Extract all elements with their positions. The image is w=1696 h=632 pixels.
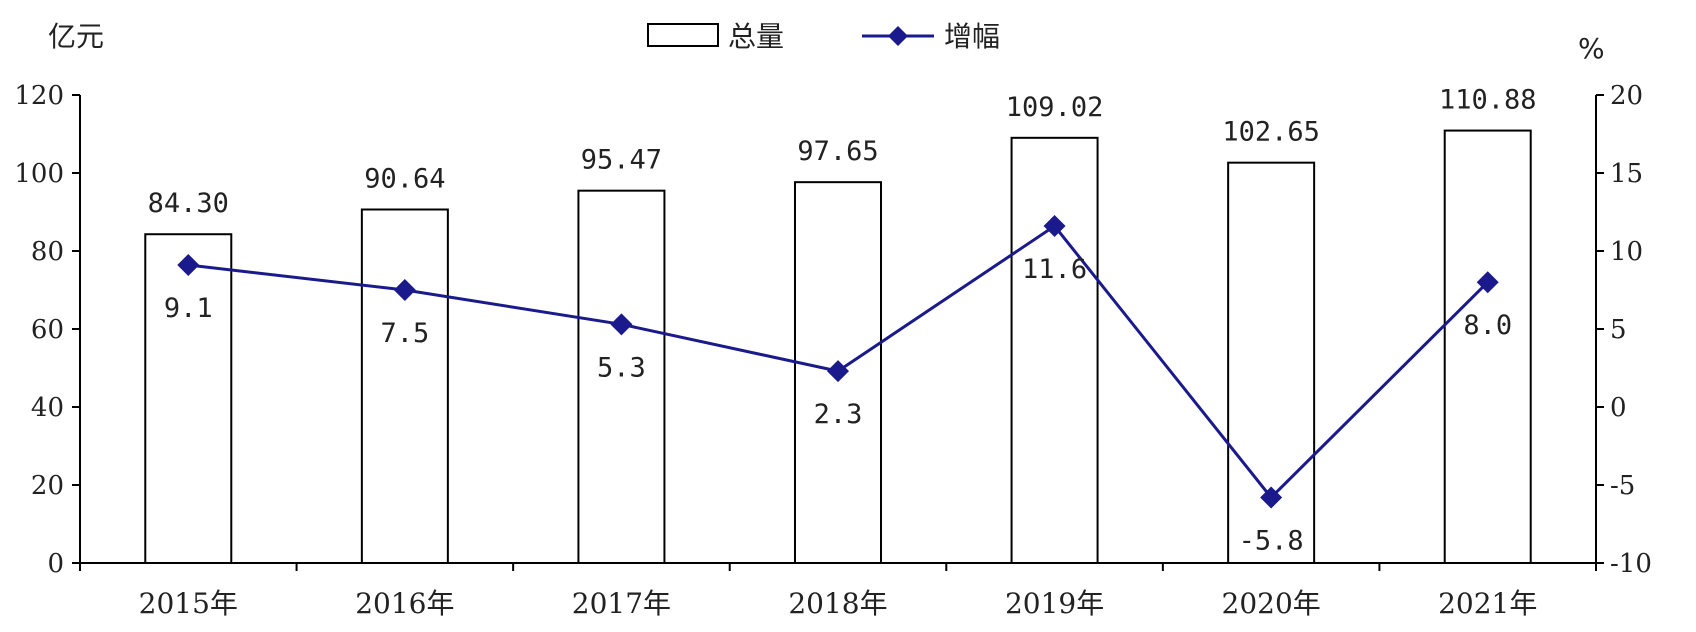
line-value-label: 2.3 bbox=[814, 399, 863, 430]
left-tick-label: 120 bbox=[14, 81, 64, 111]
bar-value-label: 109.02 bbox=[1006, 92, 1104, 123]
bar-value-label: 102.65 bbox=[1222, 117, 1320, 148]
bar-value-label: 84.30 bbox=[148, 188, 229, 219]
line-value-label: 5.3 bbox=[597, 352, 646, 383]
bar-value-label: 90.64 bbox=[364, 164, 445, 195]
line-value-label: 9.1 bbox=[164, 293, 213, 324]
x-tick-label: 2017年 bbox=[572, 587, 671, 620]
x-tick-label: 2015年 bbox=[139, 587, 238, 620]
bar bbox=[360, 208, 449, 564]
line-value-label: 11.6 bbox=[1022, 254, 1087, 285]
right-tick-label: 5 bbox=[1610, 315, 1627, 345]
left-axis-unit: 亿元 bbox=[48, 20, 104, 53]
left-tick-label: 80 bbox=[31, 237, 64, 267]
left-tick-label: 0 bbox=[47, 549, 64, 579]
legend-bar-swatch bbox=[647, 23, 719, 47]
x-axis-ticks: 2015年 2016年 2017年 2018年 2019年 2020年 2021年 bbox=[79, 563, 1597, 620]
right-tick-label: 20 bbox=[1610, 81, 1643, 111]
line-value-label: 8.0 bbox=[1463, 310, 1512, 341]
right-axis-ticks: -10 -5 0 5 10 15 20 bbox=[1596, 81, 1652, 579]
left-tick-label: 20 bbox=[31, 471, 64, 501]
right-tick-label: 10 bbox=[1610, 237, 1643, 267]
bar-value-label: 95.47 bbox=[581, 145, 662, 176]
line-value-label: 7.5 bbox=[380, 318, 429, 349]
bar-value-label: 110.88 bbox=[1439, 85, 1537, 116]
bar bbox=[794, 181, 882, 564]
line-point bbox=[393, 279, 416, 301]
bar-value-label: 97.65 bbox=[797, 136, 878, 167]
x-tick-label: 2020年 bbox=[1222, 587, 1321, 620]
line-value-label: -5.8 bbox=[1239, 525, 1304, 556]
bar bbox=[1443, 129, 1532, 564]
right-tick-label: 0 bbox=[1610, 393, 1627, 423]
x-tick-label: 2019年 bbox=[1005, 587, 1104, 620]
left-axis-ticks: 0 20 40 60 80 100 120 bbox=[14, 81, 80, 579]
bar bbox=[144, 233, 233, 564]
line-point bbox=[177, 254, 200, 277]
line-point bbox=[1260, 486, 1283, 509]
line-point bbox=[610, 313, 633, 336]
x-tick-label: 2018年 bbox=[788, 587, 887, 620]
legend-line-label: 增幅 bbox=[944, 20, 1000, 53]
left-tick-label: 40 bbox=[31, 393, 64, 423]
bar bbox=[577, 189, 666, 565]
bar-series: 84.30 90.64 95.47 97.65 109.02 102.65 110.88 bbox=[144, 85, 1537, 565]
left-tick-label: 60 bbox=[31, 315, 64, 345]
right-tick-label: 15 bbox=[1610, 159, 1643, 189]
legend-bar-label: 总量 bbox=[728, 20, 784, 53]
line-point bbox=[1043, 215, 1066, 238]
line-point bbox=[827, 360, 849, 383]
x-tick-label: 2016年 bbox=[355, 587, 454, 620]
legend-line-marker bbox=[888, 26, 908, 46]
line-point bbox=[1476, 271, 1499, 294]
right-tick-label: -5 bbox=[1610, 471, 1635, 501]
left-tick-label: 100 bbox=[14, 159, 64, 189]
right-tick-label: -10 bbox=[1610, 549, 1652, 579]
line-series: 9.1 7.5 5.3 2.3 11.6 -5.8 8.0 bbox=[164, 215, 1512, 556]
bar bbox=[1010, 136, 1099, 565]
right-axis-unit: % bbox=[1578, 32, 1605, 65]
x-tick-label: 2021年 bbox=[1438, 587, 1537, 620]
legend: 总量 增幅 bbox=[647, 20, 1000, 53]
